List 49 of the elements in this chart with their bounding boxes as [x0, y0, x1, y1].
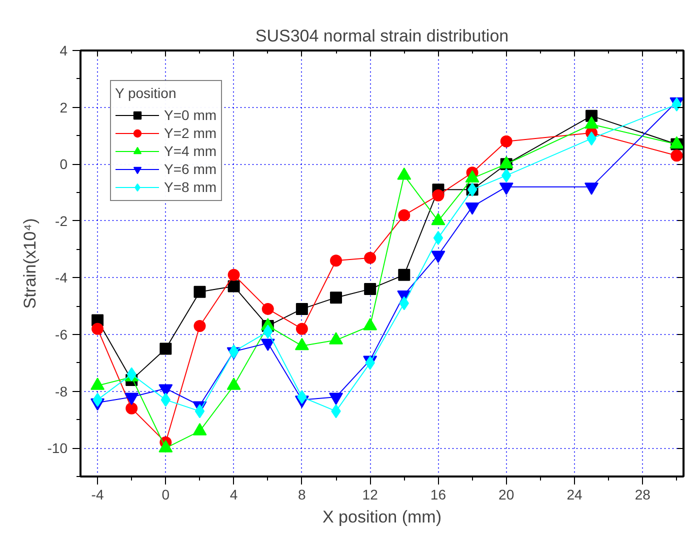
- point: [433, 230, 444, 245]
- point: [398, 268, 410, 281]
- x-tick-label: 12: [362, 486, 378, 502]
- x-tick-label: 4: [230, 486, 238, 502]
- y-tick-label: 2: [60, 99, 68, 116]
- legend-title: Y position: [115, 85, 178, 101]
- point: [296, 302, 308, 315]
- point: [160, 392, 171, 407]
- point: [228, 344, 239, 359]
- legend-label: Y=0 mm: [164, 106, 217, 124]
- y-axis-title: Strain(x10⁴): [20, 218, 40, 309]
- y-tick-label: -10: [47, 440, 68, 456]
- point: [228, 280, 240, 292]
- x-tick-label: 0: [162, 486, 170, 502]
- point: [398, 209, 410, 222]
- point: [126, 402, 138, 414]
- legend-label: Y=6 mm: [164, 160, 217, 178]
- point: [500, 135, 512, 148]
- point: [330, 292, 342, 304]
- x-tick-label: 8: [298, 486, 306, 502]
- x-tick-label: 16: [430, 486, 446, 502]
- x-tick-label: 24: [566, 486, 582, 502]
- point: [92, 322, 104, 335]
- y-tick-label: -8: [55, 383, 68, 400]
- point: [194, 320, 206, 332]
- point: [330, 254, 342, 267]
- x-tick-label: 20: [498, 486, 514, 502]
- y-tick-label: 4: [60, 42, 68, 58]
- point: [160, 342, 172, 355]
- y-tick-label: -6: [55, 326, 68, 342]
- x-tick-label: 28: [634, 486, 651, 502]
- point: [262, 302, 274, 315]
- legend-label: Y=8 mm: [164, 178, 217, 196]
- point: [364, 283, 376, 296]
- legend-label: Y=2 mm: [164, 124, 217, 142]
- point: [194, 404, 205, 418]
- point: [194, 286, 206, 298]
- chart-title: SUS304 normal strain distribution: [255, 26, 509, 46]
- y-tick-label: 0: [60, 156, 68, 172]
- point: [432, 189, 444, 202]
- point: [364, 252, 376, 264]
- legend-label: Y=4 mm: [164, 142, 217, 160]
- x-tick-label: -4: [91, 486, 104, 502]
- point: [228, 268, 240, 281]
- y-tick-label: -4: [55, 270, 68, 286]
- y-tick-label: -2: [55, 212, 68, 229]
- point: [670, 150, 683, 162]
- point: [296, 322, 308, 335]
- x-axis-title: X position (mm): [322, 508, 442, 526]
